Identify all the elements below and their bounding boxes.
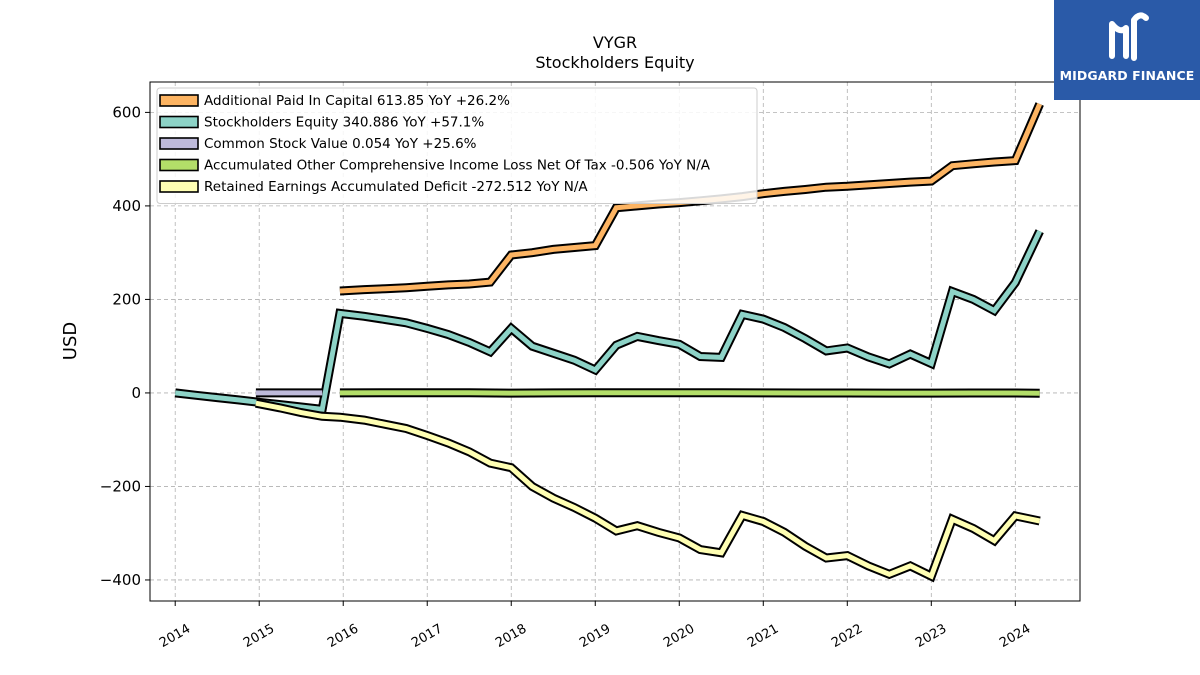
legend-swatch	[159, 115, 199, 129]
legend-swatch	[159, 158, 199, 172]
y-tick-label: 0	[131, 384, 141, 402]
legend-swatch	[159, 94, 199, 107]
series-1	[174, 229, 1044, 415]
legend: Additional Paid In Capital 613.85 YoY +2…	[156, 87, 758, 204]
chart-subtitle: Stockholders Equity	[535, 53, 694, 72]
x-tick-label: 2020	[661, 621, 697, 651]
legend-entry: Stockholders Equity 340.886 YoY +57.1%	[204, 115, 484, 131]
series-1-outline	[174, 229, 1044, 415]
x-tick-label: 2014	[157, 621, 193, 651]
logo-text: MIDGARD FINANCE	[1059, 68, 1195, 83]
legend-entry: Additional Paid In Capital 613.85 YoY +2…	[204, 93, 510, 109]
legend-swatch	[159, 180, 199, 193]
legend-entry: Accumulated Other Comprehensive Income L…	[204, 158, 711, 174]
y-tick-label: 600	[112, 103, 141, 121]
series-1-line	[174, 230, 1042, 413]
legend-box	[156, 87, 758, 204]
series-4-line	[255, 400, 1041, 580]
logo-mark-icon	[1109, 12, 1149, 61]
x-tick-label: 2022	[829, 621, 865, 651]
x-tick-label: 2019	[577, 621, 613, 651]
y-tick-label: −400	[100, 571, 141, 589]
legend-entry: Common Stock Value 0.054 YoY +25.6%	[204, 136, 477, 152]
midgard-finance-logo: MIDGARD FINANCE	[1054, 0, 1200, 100]
plot-frame	[149, 81, 1081, 602]
x-tick-label: 2021	[745, 621, 781, 651]
x-tick-label: 2023	[913, 621, 949, 651]
series-4	[255, 398, 1041, 583]
series-3-line	[339, 390, 1040, 396]
y-tick-label: 400	[112, 197, 141, 215]
series-4-outline	[255, 398, 1041, 583]
y-tick-label: −200	[100, 477, 141, 495]
x-tick-label: 2016	[325, 621, 361, 651]
chart-title: VYGR	[593, 33, 637, 52]
x-tick-label: 2024	[997, 621, 1033, 651]
x-tick-label: 2017	[409, 621, 445, 651]
legend-swatch	[159, 137, 199, 150]
x-tick-label: 2018	[493, 621, 529, 651]
series-3	[339, 388, 1040, 398]
x-tick-label: 2015	[241, 621, 277, 651]
y-axis-label: USD	[60, 322, 81, 360]
legend-entry: Retained Earnings Accumulated Deficit -2…	[204, 179, 588, 195]
y-tick-label: 200	[112, 290, 141, 308]
